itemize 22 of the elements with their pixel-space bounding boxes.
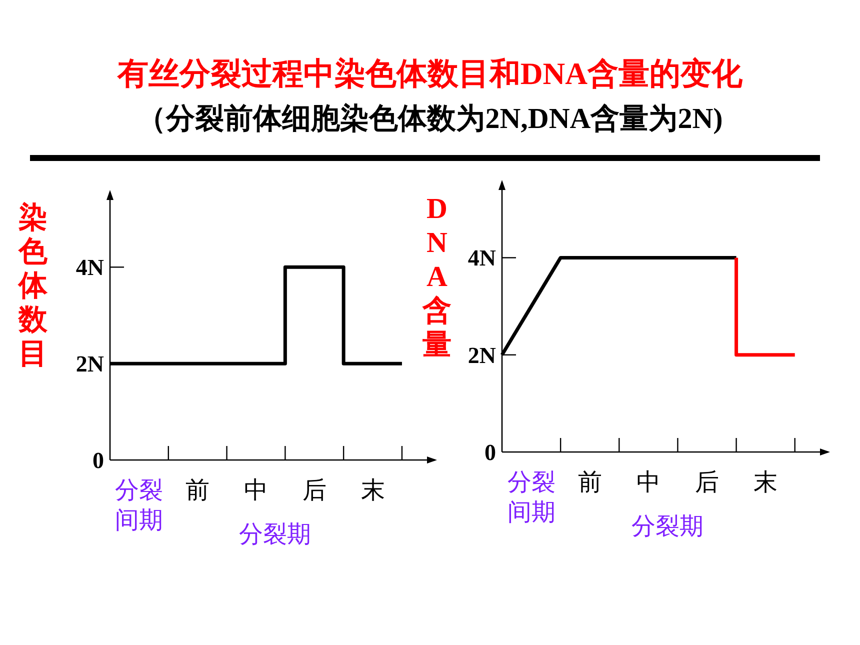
x-tick-label: 末 [754,470,778,496]
y-tick-label: 2N [468,342,496,368]
x-tick-label: 前 [186,478,210,504]
x-axis-title: 分裂期 [239,522,312,548]
chart-title: 有丝分裂过程中染色体数目和DNA含量的变化 [116,56,744,91]
x-tick-label: 中 [636,470,660,496]
y-tick-label: 0 [92,448,104,473]
x-tick-label: 前 [578,470,602,496]
x-tick-label: 分裂间期 [507,470,556,526]
y-tick-label: 4N [468,246,496,271]
x-tick-label: 后 [302,478,326,504]
y-tick-label: 0 [484,440,496,465]
x-tick-label: 后 [695,470,719,496]
x-tick-label: 中 [244,478,268,504]
y-tick-label: 2N [76,352,104,377]
chart-subtitle: （分裂前体细胞染色体数为2N,DNA含量为2N) [137,102,723,135]
y-axis-title: DNA含量 [422,193,452,361]
y-axis-title: 染色体数目 [18,201,48,370]
y-tick-label: 4N [76,255,104,280]
x-tick-label: 末 [360,478,385,504]
x-tick-label: 分裂间期 [115,478,164,534]
x-axis-title: 分裂期 [632,514,704,540]
